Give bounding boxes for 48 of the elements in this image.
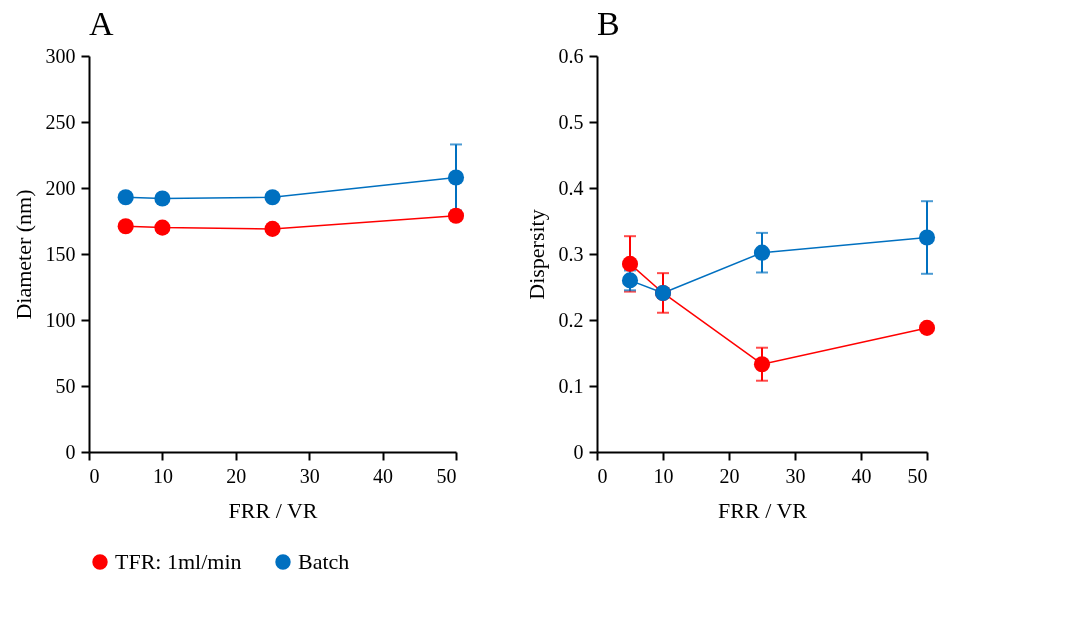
point xyxy=(621,255,639,272)
y-tick-label: 0.1 xyxy=(558,374,584,397)
x-tick-label: 30 xyxy=(299,464,320,487)
x-tick-label: 0 xyxy=(597,464,608,487)
x-tick-label: 30 xyxy=(785,464,806,487)
chart-title: B xyxy=(597,5,620,42)
x-tick-label: 20 xyxy=(719,464,740,487)
x-tick-label: 20 xyxy=(226,464,247,487)
point xyxy=(447,169,465,186)
x-tick-label: 50 xyxy=(907,464,928,487)
y-tick-label: 300 xyxy=(45,44,76,67)
y-tick-label: 0.6 xyxy=(558,44,584,67)
x-tick-label: 50 xyxy=(436,464,457,487)
x-tick-label: 40 xyxy=(373,464,394,487)
y-tick-label: 200 xyxy=(45,176,76,199)
y-tick-label: 0.2 xyxy=(558,308,584,331)
x-tick-label: 40 xyxy=(851,464,872,487)
x-axis-title: FRR / VR xyxy=(718,497,808,523)
point xyxy=(753,356,771,373)
point xyxy=(264,189,281,206)
x-axis-title: FRR / VR xyxy=(228,497,318,523)
legend-label: Batch xyxy=(298,549,350,574)
point xyxy=(154,190,171,207)
point xyxy=(447,207,465,224)
x-tick-label: 10 xyxy=(152,464,173,487)
y-tick-label: 0 xyxy=(573,440,584,463)
y-tick-label: 0.4 xyxy=(558,176,584,199)
y-tick-label: 100 xyxy=(45,308,76,331)
point xyxy=(154,219,171,236)
y-tick-label: 0.3 xyxy=(558,242,584,265)
y-tick-label: 150 xyxy=(45,242,76,265)
x-tick-label: 10 xyxy=(653,464,674,487)
point xyxy=(753,244,771,261)
point xyxy=(918,319,936,336)
legend-label: TFR: 1ml/min xyxy=(115,549,242,574)
y-tick-label: 0 xyxy=(65,440,76,463)
point xyxy=(918,229,936,246)
point xyxy=(621,272,639,289)
y-tick-label: 250 xyxy=(45,110,76,133)
y-axis-title: Dispersity xyxy=(523,209,549,300)
point xyxy=(117,189,134,206)
x-tick-label: 0 xyxy=(89,464,100,487)
y-tick-label: 0.5 xyxy=(558,110,584,133)
chart-title: A xyxy=(89,5,114,42)
point xyxy=(117,218,134,235)
point xyxy=(264,220,281,237)
y-axis-title: Diameter (nm) xyxy=(10,189,36,320)
y-tick-label: 50 xyxy=(55,374,76,397)
